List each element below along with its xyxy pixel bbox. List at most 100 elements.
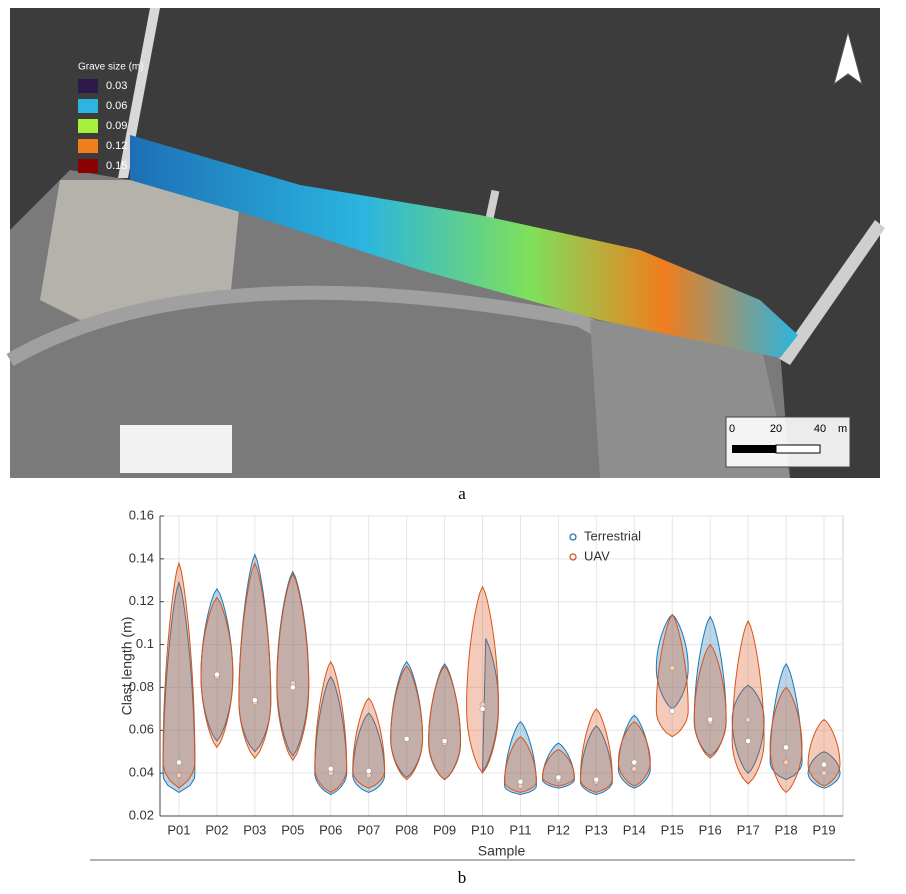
caption: b xyxy=(458,868,467,887)
legend-swatch xyxy=(78,159,98,173)
violin-body xyxy=(504,736,537,793)
median-dot xyxy=(783,744,789,751)
x-tick-label: P06 xyxy=(319,822,342,837)
x-tick-label: P02 xyxy=(205,822,228,837)
median-dot xyxy=(631,766,638,772)
x-tick-label: P15 xyxy=(661,822,684,837)
median-dot xyxy=(289,684,296,691)
x-tick-label: P09 xyxy=(433,822,456,837)
median-dot xyxy=(176,759,182,766)
violin-body xyxy=(162,561,196,789)
violin-body xyxy=(314,660,348,794)
violin-body xyxy=(731,619,765,785)
legend-swatch xyxy=(78,79,98,93)
median-dot xyxy=(403,736,410,742)
scale-bar xyxy=(775,444,821,454)
violin-body xyxy=(655,613,689,738)
legend-swatch xyxy=(78,139,98,153)
violin-body xyxy=(693,643,727,759)
x-tick-label: P18 xyxy=(775,822,798,837)
legend-label: 0.06 xyxy=(106,100,127,112)
north-arrow xyxy=(833,30,863,86)
legend-swatch xyxy=(78,99,98,113)
median-dot xyxy=(365,768,372,774)
y-axis-label: Clast length (m) xyxy=(119,617,135,716)
legend-label: UAV xyxy=(584,548,610,563)
legend-label: 0.15 xyxy=(106,160,127,172)
median-dot xyxy=(327,766,334,772)
violin-body xyxy=(466,585,499,775)
scale-box xyxy=(725,416,851,468)
violin-body xyxy=(428,665,462,781)
scale-label: 20 xyxy=(770,423,782,435)
x-tick-label: P05 xyxy=(281,822,304,837)
violin-body xyxy=(579,708,613,793)
scale-bar xyxy=(732,445,776,453)
median-dot xyxy=(631,759,638,766)
x-tick-label: P07 xyxy=(357,822,380,837)
x-tick-label: P12 xyxy=(547,822,570,837)
x-tick-label: P03 xyxy=(243,822,266,837)
violin-body xyxy=(769,686,803,794)
median-dot xyxy=(593,776,600,783)
x-tick-label: P01 xyxy=(167,822,190,837)
median-dot xyxy=(214,671,220,678)
map-legend: 0.03 0.06 0.09 0.12 0.15 xyxy=(78,79,127,173)
y-tick-label: 0.16 xyxy=(129,507,154,522)
x-tick-label: P08 xyxy=(395,822,418,837)
legend-label: 0.12 xyxy=(106,140,127,152)
median-dot xyxy=(821,761,827,768)
median-dot xyxy=(555,774,562,781)
y-tick-label: 0.08 xyxy=(129,679,154,694)
y-tick-label: 0.06 xyxy=(129,722,154,737)
median-dot xyxy=(783,759,789,766)
legend-marker xyxy=(569,553,577,561)
map: 0 20 40 m Grave size (m) 0.03 0.06 0.09 0.1… xyxy=(6,8,885,478)
violin-body xyxy=(352,697,386,789)
median-dot xyxy=(479,706,486,712)
legend-title: Grave size (m) xyxy=(78,62,144,73)
violin-body xyxy=(276,572,310,762)
violin-body xyxy=(238,561,272,759)
building xyxy=(120,425,232,473)
road xyxy=(6,285,764,427)
violin-body xyxy=(807,751,841,789)
median-dot xyxy=(441,738,448,744)
y-tick-label: 0.04 xyxy=(129,765,154,780)
plot-area xyxy=(159,515,844,817)
median-dot xyxy=(252,697,258,704)
median-dot xyxy=(821,770,827,776)
violin-body xyxy=(617,721,651,787)
violin-body xyxy=(807,718,841,787)
y-tick-label: 0.12 xyxy=(129,593,154,608)
median-dot xyxy=(745,738,751,744)
legend-marker xyxy=(569,533,577,541)
pier xyxy=(778,220,885,365)
pier xyxy=(118,8,160,178)
y-tick-label: 0.1 xyxy=(136,636,154,651)
legend-label: 0.03 xyxy=(106,80,127,92)
scale-label: 40 xyxy=(814,423,826,435)
x-tick-label: P17 xyxy=(737,822,760,837)
median-dot xyxy=(176,772,182,779)
x-tick-label: P16 xyxy=(699,822,722,837)
violin-body xyxy=(731,684,765,774)
chart: 0.02 0.04 0.06 0.08 0.1 0.12 0.14 0.16 P01 P02 P03… xyxy=(119,507,844,859)
median-dot xyxy=(669,708,676,714)
scale-label: 0 xyxy=(729,423,735,435)
legend-label: Terrestrial xyxy=(584,528,641,543)
median-dot xyxy=(517,778,524,785)
legend-swatch xyxy=(78,119,98,133)
x-tick-label: P11 xyxy=(509,822,531,837)
median-dot xyxy=(745,716,751,723)
y-tick-label: 0.14 xyxy=(129,550,154,565)
median-dot xyxy=(669,665,676,671)
legend-label: 0.09 xyxy=(106,120,127,132)
gravel-size-band xyxy=(130,135,798,358)
y-tick-label: 0.02 xyxy=(129,807,154,822)
scale-unit: m xyxy=(838,423,847,435)
violin-body xyxy=(390,665,424,781)
x-tick-label: P14 xyxy=(623,822,646,837)
median-dot xyxy=(707,716,714,723)
